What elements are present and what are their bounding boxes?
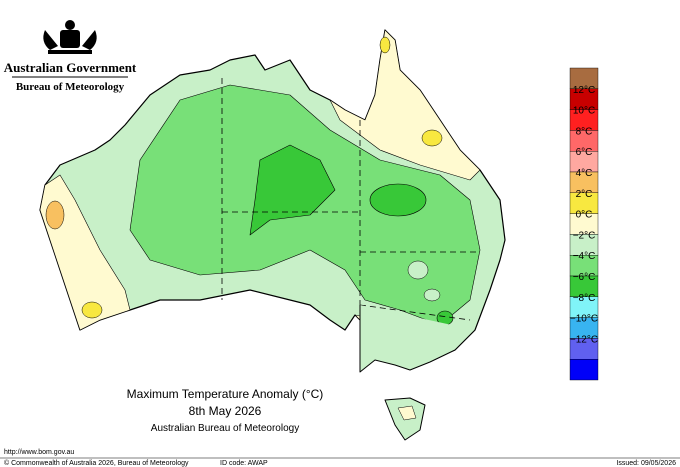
legend-label: 12°C [573,85,595,96]
footer-id: ID code: AWAP [220,460,268,467]
legend-label: −10°C [570,314,598,325]
footer-issued: Issued: 09/05/2026 [616,460,676,467]
map-title: Maximum Temperature Anomaly (°C) [127,387,324,401]
legend-label: −12°C [570,334,598,345]
victoria [359,305,476,373]
gov-title: Australian Government [4,60,137,75]
zone-minus-4 [369,183,427,217]
legend-label: 8°C [576,126,593,137]
zone-zero [329,29,481,181]
zone-warm [81,301,103,319]
coat-of-arms [43,20,97,54]
map [39,29,506,441]
legend-label: −8°C [573,293,596,304]
legend-label: 10°C [573,106,595,117]
legend-label: 0°C [576,210,593,221]
zone-warm [379,36,391,54]
zone-zero [397,405,417,421]
legend-label: 6°C [576,147,593,158]
zone-warm [421,129,443,147]
legend-label: 4°C [576,168,593,179]
map-date: 8th May 2026 [189,404,262,418]
footer-copyright: © Commonwealth of Australia 2026, Bureau… [4,459,189,467]
legend-swatch [569,359,599,381]
zone-minus-2 [407,260,429,280]
map-source: Australian Bureau of Meteorology [151,423,299,434]
legend-label: −6°C [573,272,596,283]
legend: 12°C 10°C 8°C 6°C 4°C 2°C 0°C −2°C −4°C −6°C −8°C −… [569,67,599,381]
footer-url: http://www.bom.gov.au [4,449,74,456]
legend-label: −4°C [573,251,596,262]
legend-label: −2°C [573,230,596,241]
state-border [221,78,480,372]
zone-minus-2 [423,288,441,302]
zone-warm [45,200,65,230]
bureau-title: Bureau of Meteorology [16,81,125,93]
legend-label: 2°C [576,189,593,200]
